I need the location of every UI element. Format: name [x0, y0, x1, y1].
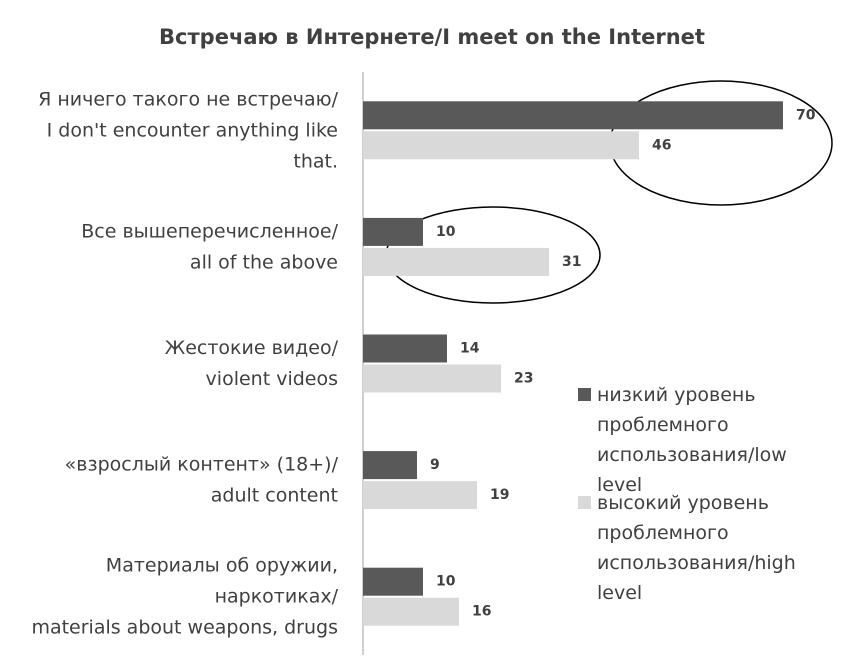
bar	[363, 101, 783, 130]
bar	[363, 247, 549, 276]
bar	[363, 334, 447, 363]
y-tick-label: Я ничего такого не встречаю/I don't enco…	[38, 88, 339, 172]
value-label: 9	[430, 457, 440, 473]
value-label: 31	[562, 254, 581, 270]
bar	[363, 481, 477, 510]
chart-title: Встречаю в Интернете/I meet on the Inter…	[159, 25, 705, 49]
legend-swatch	[578, 388, 591, 401]
legend-label: низкий уровень проблемного использования/l…	[597, 384, 787, 496]
legend-label: высокий уровень проблемного использования/…	[597, 492, 796, 604]
annotation-ellipse	[609, 80, 833, 206]
legend-swatch	[578, 496, 591, 509]
value-label: 16	[472, 604, 491, 620]
bar	[363, 217, 423, 246]
value-label: 46	[652, 137, 671, 153]
bar	[363, 131, 639, 160]
bar	[363, 597, 459, 626]
bar	[363, 364, 501, 393]
y-tick-label: Все вышеперечисленное/all of the above	[81, 220, 338, 273]
value-label: 70	[796, 107, 816, 123]
bar	[363, 567, 423, 596]
y-tick-label: «взрослый контент» (18+)/adult content	[65, 453, 339, 506]
value-label: 23	[514, 371, 533, 387]
y-tick-label: Жестокие видео/violent videos	[165, 337, 339, 390]
value-label: 14	[460, 341, 480, 357]
bar	[363, 451, 417, 480]
value-label: 19	[490, 487, 509, 503]
value-label: 10	[436, 574, 456, 590]
value-label: 10	[436, 224, 456, 240]
y-tick-label: Материалы об оружии, наркотиках/materials…	[31, 554, 338, 638]
